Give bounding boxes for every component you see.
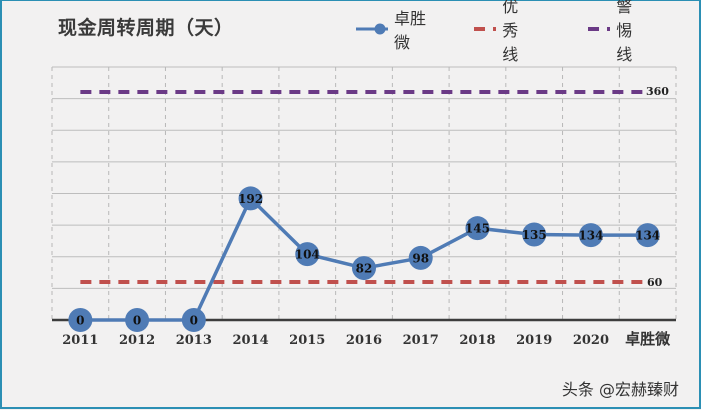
excellent-value-label: 60 bbox=[647, 276, 663, 289]
warning-value-label: 360 bbox=[646, 85, 669, 98]
legend-item-warning: 警惕线 bbox=[588, 0, 646, 64]
legend-label: 优秀线 bbox=[502, 0, 519, 64]
data-point-marker bbox=[68, 308, 93, 332]
data-point-marker bbox=[408, 245, 433, 270]
watermark: 头条 @宏赫臻财 bbox=[561, 380, 679, 399]
data-value-label: 0 bbox=[76, 314, 84, 328]
x-tick-label: 2013 bbox=[176, 333, 212, 348]
legend-item-excellent: 优秀线 bbox=[474, 0, 532, 64]
data-value-label: 104 bbox=[295, 248, 320, 262]
x-tick-label: 2011 bbox=[62, 333, 98, 348]
legend-item-series: 卓胜微 bbox=[356, 9, 426, 52]
x-axis-labels: 2011 2012 2013 2014 2015 2016 2017 2018 2019 2020… bbox=[62, 330, 671, 348]
dashed-line-icon bbox=[588, 27, 611, 31]
legend-label: 警惕线 bbox=[616, 0, 633, 64]
legend-label: 卓胜微 bbox=[394, 9, 427, 52]
reference-lines: 360 60 bbox=[80, 85, 669, 289]
x-tick-label: 2012 bbox=[119, 333, 155, 348]
data-value-label: 145 bbox=[465, 222, 490, 236]
data-value-label: 0 bbox=[133, 314, 141, 328]
data-point-marker bbox=[522, 222, 547, 247]
data-value-label: 0 bbox=[190, 314, 198, 328]
data-value-label: 98 bbox=[412, 251, 429, 265]
x-tick-label: 2016 bbox=[346, 333, 382, 348]
data-point-marker bbox=[578, 223, 603, 248]
x-tick-label: 2019 bbox=[516, 333, 552, 348]
data-value-label: 134 bbox=[578, 229, 603, 243]
line-marker-icon bbox=[356, 23, 388, 35]
x-tick-label: 2017 bbox=[403, 333, 439, 348]
x-tick-label: 2020 bbox=[573, 333, 609, 348]
data-point-marker bbox=[465, 216, 490, 241]
data-point-marker bbox=[295, 242, 320, 267]
data-series: 0 0 0 192 104 82 98 145 135 134 134 bbox=[68, 186, 660, 332]
data-point-marker bbox=[352, 256, 376, 281]
data-point-marker bbox=[181, 308, 206, 332]
data-value-label: 82 bbox=[356, 262, 373, 276]
x-tick-label: 卓胜微 bbox=[625, 330, 671, 348]
dashed-line-icon bbox=[474, 27, 497, 31]
chart-title: 现金周转周期（天） bbox=[58, 17, 234, 39]
data-point-marker bbox=[238, 186, 263, 211]
x-tick-label: 2015 bbox=[289, 333, 325, 348]
data-value-label: 135 bbox=[522, 228, 547, 242]
x-tick-label: 2018 bbox=[459, 333, 495, 348]
data-value-label: 134 bbox=[635, 229, 660, 243]
data-value-label: 192 bbox=[238, 192, 263, 206]
data-point-marker bbox=[125, 308, 150, 332]
x-tick-label: 2014 bbox=[232, 333, 268, 348]
data-point-marker bbox=[635, 223, 660, 248]
